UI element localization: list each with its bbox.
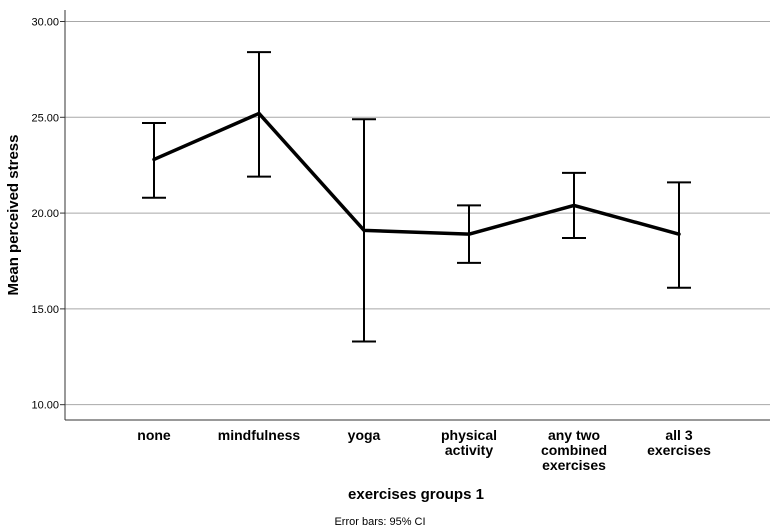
x-tick-label-line: exercises — [542, 457, 606, 473]
x-tick-label-line: yoga — [348, 427, 381, 443]
x-tick-label: none — [137, 427, 171, 443]
data-point — [467, 232, 471, 236]
x-tick-label: any two combined exercises — [541, 427, 607, 473]
y-tick-label: 30.00 — [31, 16, 59, 28]
y-tick-label: 25.00 — [31, 112, 59, 124]
x-tick-label-line: any two — [548, 427, 600, 443]
x-tick-labels: none mindfulness yoga physical activity any t… — [137, 427, 711, 473]
x-tick-label-line: activity — [445, 442, 493, 458]
data-point — [572, 203, 576, 207]
y-tick-label: 15.00 — [31, 304, 59, 316]
data-point — [362, 228, 366, 232]
x-tick-label: mindfulness — [218, 427, 301, 443]
x-tick-label-line: all 3 — [665, 427, 692, 443]
error-bars — [142, 51, 691, 343]
series-line — [152, 111, 681, 236]
x-axis-label: exercises groups 1 — [348, 486, 484, 503]
x-tick-label: all 3 exercises — [647, 427, 711, 458]
x-tick-label-line: none — [137, 427, 171, 443]
data-point — [257, 111, 261, 115]
axes — [60, 10, 770, 421]
mean-line — [152, 111, 681, 236]
x-tick-label-line: physical — [441, 427, 497, 443]
y-tick-labels: 10.00 15.00 20.00 25.00 30.00 — [31, 16, 59, 411]
data-point — [677, 232, 681, 236]
gridlines — [65, 20, 770, 406]
x-tick-label: yoga — [348, 427, 381, 443]
x-tick-label: physical activity — [441, 427, 497, 458]
x-tick-label-line: combined — [541, 442, 607, 458]
x-tick-label-line: exercises — [647, 442, 711, 458]
y-tick-label: 10.00 — [31, 400, 59, 412]
y-tick-label: 20.00 — [31, 208, 59, 220]
y-axis-label: Mean perceived stress — [5, 135, 22, 296]
error-bars-footnote: Error bars: 95% CI — [334, 516, 425, 528]
data-point — [152, 157, 156, 161]
x-tick-label-line: mindfulness — [218, 427, 301, 443]
